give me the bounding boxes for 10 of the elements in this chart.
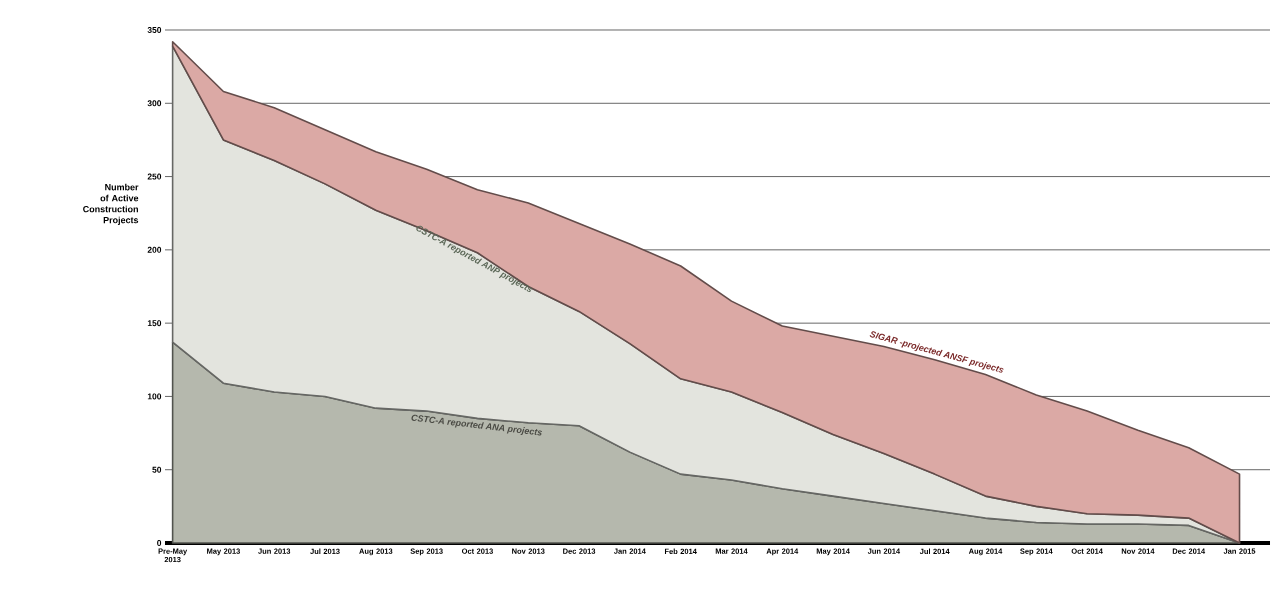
y-tick-label: 300 bbox=[147, 100, 162, 107]
y-tick-label: 150 bbox=[147, 320, 162, 327]
y-tick-label: 0 bbox=[157, 540, 162, 546]
y-axis-title: Number of Active Construction Projects bbox=[83, 183, 139, 226]
y-tick-label: 50 bbox=[152, 466, 162, 473]
y-tick-label: 250 bbox=[147, 173, 162, 180]
y-tick-label: 350 bbox=[147, 27, 162, 33]
y-tick-label: 200 bbox=[147, 246, 162, 253]
y-tick-label: 100 bbox=[147, 393, 162, 400]
series-label: CSTC-A reported ANA projects bbox=[411, 414, 542, 436]
